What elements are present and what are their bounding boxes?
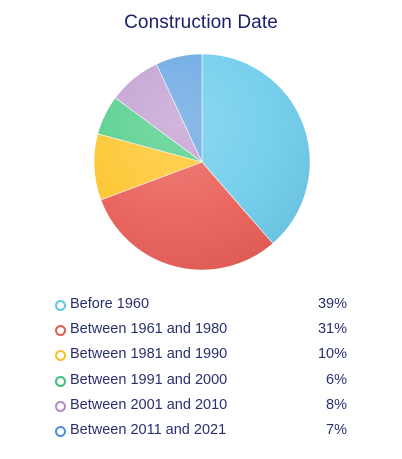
chart-title: Construction Date bbox=[124, 12, 278, 33]
pie-chart bbox=[93, 53, 311, 271]
legend-value: 7% bbox=[326, 421, 347, 438]
legend-value: 8% bbox=[326, 396, 347, 413]
legend-value: 10% bbox=[317, 346, 347, 363]
legend: Before 1960 39% Between 1961 and 1980 31% Be… bbox=[53, 294, 349, 445]
legend-marker-icon bbox=[55, 325, 66, 337]
legend-label: Between 2001 and 2010 bbox=[70, 396, 228, 413]
legend-label: Between 2011 and 2021 bbox=[70, 421, 227, 438]
legend-value: 6% bbox=[326, 371, 347, 388]
legend-item: Between 2011 and 2021 7% bbox=[53, 420, 349, 445]
legend-item: Between 2001 and 2010 8% bbox=[53, 395, 349, 420]
legend-label: Between 1991 and 2000 bbox=[70, 371, 228, 388]
legend-value: 31% bbox=[317, 321, 347, 338]
legend-item: Between 1991 and 2000 6% bbox=[53, 370, 349, 395]
legend-marker-icon bbox=[55, 375, 66, 387]
legend-item: Before 1960 39% bbox=[53, 294, 349, 319]
legend-label: Between 1981 and 1990 bbox=[70, 346, 228, 363]
legend-marker-icon bbox=[55, 425, 66, 437]
legend-label: Between 1961 and 1980 bbox=[70, 321, 228, 338]
legend-item: Between 1981 and 1990 10% bbox=[53, 344, 349, 369]
legend-marker-icon bbox=[55, 400, 66, 412]
legend-label: Before 1960 bbox=[70, 296, 150, 312]
pie-slices bbox=[93, 53, 311, 271]
legend-item: Between 1961 and 1980 31% bbox=[53, 319, 349, 344]
legend-marker-icon bbox=[55, 350, 66, 362]
legend-marker-icon bbox=[55, 300, 66, 311]
legend-value: 39% bbox=[317, 296, 347, 312]
